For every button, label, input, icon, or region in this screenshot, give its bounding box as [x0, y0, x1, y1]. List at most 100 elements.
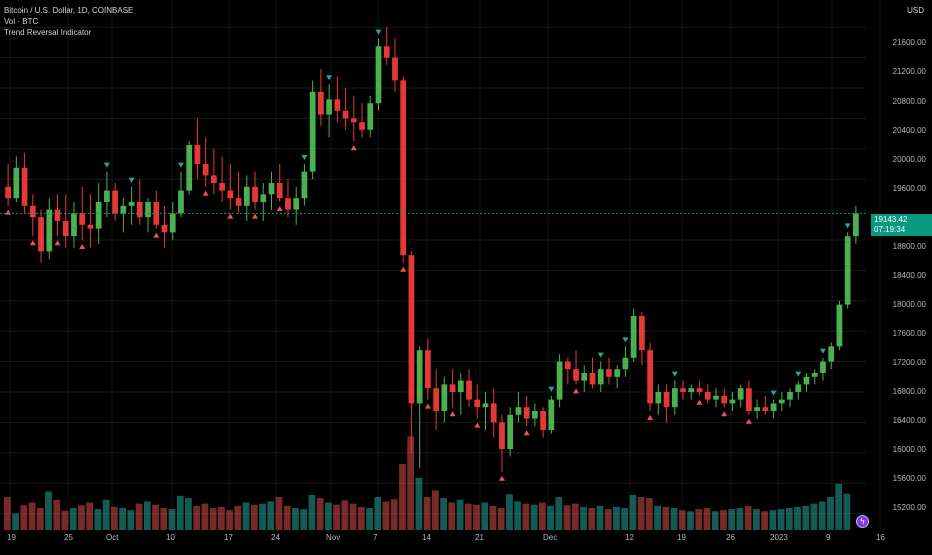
volume-bar — [374, 497, 382, 530]
reversal-down-marker — [103, 162, 110, 168]
volume-bar — [357, 506, 365, 530]
candle-body — [260, 194, 267, 202]
candle-body — [671, 388, 678, 408]
candle-body — [95, 202, 102, 229]
candle-body — [754, 407, 760, 411]
volume-bar — [802, 505, 810, 530]
candle-body — [680, 388, 686, 392]
last-price-label: 19143.42 07:19:34 — [871, 214, 932, 236]
date-tick: 26 — [726, 533, 735, 542]
reversal-up-marker — [54, 240, 61, 246]
candle-body — [523, 407, 530, 419]
date-tick: 16 — [876, 533, 885, 542]
bolt-icon[interactable]: ϟ — [856, 515, 869, 528]
volume-bar — [785, 508, 793, 530]
candle-body — [79, 213, 86, 225]
date-tick: 14 — [422, 533, 431, 542]
candle-body — [62, 221, 69, 237]
candle-body — [285, 198, 291, 210]
symbol-title[interactable]: Bitcoin / U.S. Dollar, 1D, COINBASE — [4, 6, 134, 15]
reversal-down-marker — [819, 348, 826, 354]
candle-body — [597, 369, 604, 385]
volume-bar — [119, 508, 126, 530]
volume-bar — [580, 506, 587, 530]
candle-body — [13, 167, 20, 199]
volume-bar — [818, 501, 826, 530]
volume-bar — [514, 501, 522, 530]
candle-body — [268, 183, 275, 195]
reversal-up-marker — [202, 190, 209, 196]
volume-bar — [662, 506, 670, 530]
reversal-up-marker — [350, 145, 357, 151]
candle-body — [490, 403, 497, 423]
volume-indicator-label[interactable]: Vol · BTC — [4, 17, 39, 26]
volume-bar — [316, 498, 324, 530]
candle-body — [713, 395, 719, 400]
date-tick: 19 — [677, 533, 686, 542]
volume-bar — [547, 505, 554, 530]
reversal-up-marker — [647, 415, 654, 420]
reversal-down-marker — [671, 371, 678, 377]
volume-bar — [711, 511, 719, 530]
volume-bar — [283, 505, 291, 530]
date-tick: 25 — [64, 533, 73, 542]
volume-bar — [152, 504, 159, 530]
candle-body — [449, 384, 456, 392]
bar-countdown: 07:19:34 — [874, 225, 906, 234]
candle-body — [194, 145, 201, 164]
volume-bar — [226, 510, 233, 530]
reversal-up-marker — [696, 399, 703, 405]
reversal-down-marker — [301, 155, 308, 160]
volume-bar — [143, 501, 151, 530]
candle-body — [499, 422, 505, 449]
reversal-up-marker — [79, 244, 86, 249]
reversal-down-marker — [622, 337, 629, 343]
candle-body — [515, 407, 522, 415]
date-tick: Oct — [106, 533, 119, 542]
volume-bar — [349, 503, 357, 530]
candle-body — [87, 224, 94, 229]
candle-body — [606, 369, 612, 377]
volume-bar — [777, 509, 785, 530]
candle-body — [367, 103, 374, 130]
candle-body — [630, 316, 637, 358]
price-tick: 21200.00 — [892, 67, 926, 76]
reversal-up-marker — [29, 240, 36, 246]
reversal-down-marker — [770, 390, 777, 396]
candle-body — [737, 388, 744, 400]
volume-bar — [308, 494, 316, 530]
candle-body — [104, 190, 110, 202]
volume-bar — [423, 497, 431, 530]
candle-body — [647, 350, 653, 404]
reversal-down-marker — [128, 177, 135, 183]
candle-body — [161, 224, 168, 233]
volume-bar — [333, 504, 340, 530]
volume-bar — [135, 503, 143, 530]
volume-bar — [530, 504, 538, 530]
candle-body — [128, 202, 135, 206]
trend-indicator-label[interactable]: Trend Reversal Indicator — [4, 28, 92, 37]
reversal-up-marker — [721, 411, 728, 417]
currency-label[interactable]: USD — [907, 6, 924, 15]
candle-body — [145, 202, 151, 218]
candle-body — [614, 369, 621, 377]
volume-bar — [94, 509, 102, 530]
volume-bar — [20, 505, 28, 530]
price-tick: 18400.00 — [892, 271, 926, 280]
reversal-up-marker — [474, 422, 481, 428]
volume-bar — [36, 508, 44, 530]
date-tick: 7 — [373, 533, 378, 542]
price-tick: 19600.00 — [892, 184, 926, 193]
reversal-down-marker — [548, 386, 555, 392]
volume-bar — [728, 509, 736, 530]
volume-bar — [646, 498, 653, 530]
volume-bar — [571, 503, 579, 530]
candle-body — [235, 198, 242, 206]
candle-body — [252, 186, 258, 202]
price-tick: 16400.00 — [892, 416, 926, 425]
candle-body — [564, 361, 571, 370]
candle-body — [243, 186, 250, 206]
volume-bar — [827, 497, 834, 530]
